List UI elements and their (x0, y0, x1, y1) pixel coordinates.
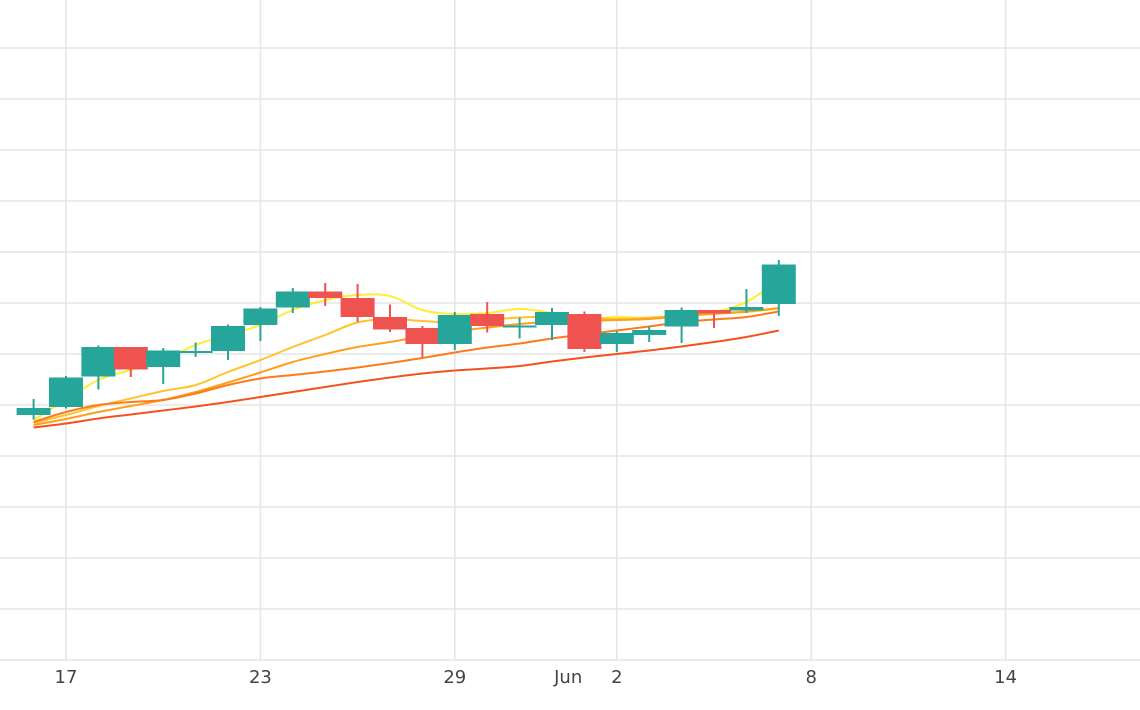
candle-up (729, 289, 764, 313)
candle-down (697, 310, 731, 328)
candle-up (761, 260, 796, 316)
candle-up (49, 376, 83, 409)
x-axis-ticks: 17 23 29 Jun 2 8 14 (55, 667, 1018, 688)
candle-up (178, 342, 213, 357)
candle-down (405, 326, 440, 357)
candle-body (49, 377, 83, 407)
candle-body (697, 310, 731, 314)
candle-body (113, 347, 148, 370)
candle-up (502, 317, 537, 339)
candle-body (211, 326, 245, 351)
candle-body (373, 317, 407, 330)
candle-up (599, 331, 634, 352)
candle-up (535, 308, 569, 340)
gridlines (0, 0, 1140, 661)
candle-up (664, 307, 699, 343)
x-tick-label: 23 (249, 667, 272, 688)
candle-up (81, 345, 116, 390)
candle-body (729, 307, 764, 311)
candle-body (535, 312, 569, 325)
x-tick-label: 2 (611, 667, 622, 688)
candle-up (146, 348, 181, 384)
candle-down (373, 304, 407, 332)
candle-body (308, 291, 343, 298)
candle-body (243, 308, 278, 325)
candle-body (761, 264, 796, 304)
candle-down (308, 283, 343, 306)
candle-body (16, 408, 51, 415)
candle-body (567, 314, 602, 349)
candle-body (437, 315, 472, 344)
candle-body (275, 291, 310, 308)
candle-body (664, 310, 699, 327)
candle-body (632, 330, 667, 335)
x-tick-label: 8 (805, 667, 816, 688)
candle-body (178, 351, 213, 353)
candle-up (275, 288, 310, 313)
x-tick-label: 17 (55, 667, 78, 688)
candle-up (437, 312, 472, 350)
candle-body (502, 325, 537, 328)
candle-down (113, 347, 148, 377)
moving-average-line (33, 329, 779, 429)
candle-up (243, 307, 278, 341)
candle-body (340, 298, 375, 317)
candle-body (599, 333, 634, 344)
candle-down (567, 311, 602, 352)
moving-average-line (33, 310, 779, 423)
candle-up (16, 399, 51, 420)
candle-body (146, 350, 181, 367)
candle-up (632, 326, 667, 342)
candle-up (211, 324, 245, 360)
x-tick-label: Jun (553, 667, 582, 688)
candles (16, 260, 796, 420)
candle-body (81, 347, 116, 377)
candle-down (340, 284, 375, 322)
x-tick-label: 14 (994, 667, 1017, 688)
candle-body (470, 314, 505, 326)
candle-body (405, 328, 440, 344)
candle-down (470, 302, 505, 333)
x-tick-label: 29 (443, 667, 466, 688)
